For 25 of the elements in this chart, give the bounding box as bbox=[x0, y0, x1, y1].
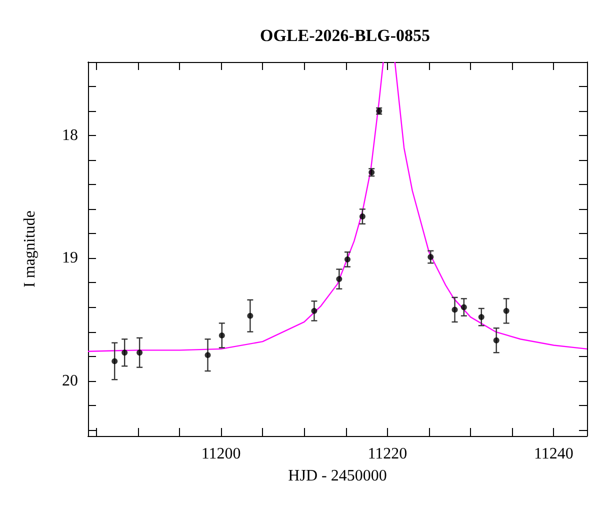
point bbox=[204, 352, 211, 358]
x-tick-label: 11200 bbox=[201, 446, 241, 462]
y-axis-title: I magnitude bbox=[22, 210, 38, 288]
point bbox=[218, 332, 225, 338]
point bbox=[336, 276, 342, 282]
chart-title: OGLE-2026-BLG-0855 bbox=[260, 26, 430, 45]
point bbox=[344, 256, 350, 262]
point bbox=[478, 314, 484, 320]
point bbox=[112, 358, 118, 364]
point bbox=[247, 312, 254, 319]
y-tick-label: 18 bbox=[62, 127, 78, 144]
y-tick-label: 20 bbox=[62, 372, 78, 390]
point bbox=[359, 214, 366, 220]
y-tick-label: 19 bbox=[62, 250, 78, 267]
point bbox=[460, 304, 467, 310]
point bbox=[311, 308, 318, 314]
point bbox=[122, 350, 128, 356]
x-tick-label: 11240 bbox=[534, 446, 574, 462]
point bbox=[452, 306, 458, 313]
x-tick-label: 11220 bbox=[368, 446, 408, 462]
x-axis-title: HJD - 2450000 bbox=[288, 468, 387, 484]
point bbox=[428, 254, 434, 260]
point bbox=[136, 350, 143, 356]
point bbox=[493, 337, 500, 344]
point bbox=[503, 308, 510, 314]
